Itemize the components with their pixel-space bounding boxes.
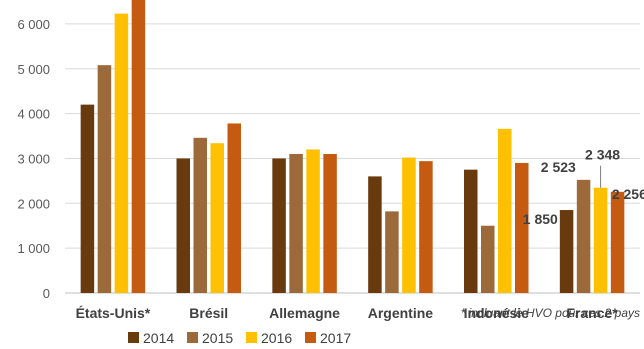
category-label-indonesie: Indonésie: [464, 305, 530, 321]
category-label-etats-unis: États-Unis*: [76, 305, 151, 321]
legend-item-2014: 2014: [128, 330, 174, 346]
bar-argentine-2017: [419, 161, 433, 293]
bar-allemagne-2017: [323, 153, 337, 293]
bar-etats-unis-2015: [97, 65, 112, 293]
bars: [80, 0, 625, 294]
y-tick-label: 5 000: [17, 62, 50, 77]
legend-swatch-2017: [305, 332, 316, 343]
legend-label-2014: 2014: [143, 330, 174, 346]
data-label-france-2014: 1 850: [523, 211, 558, 227]
bar-argentine-2016: [402, 157, 416, 293]
legend-item-2016: 2016: [246, 330, 292, 346]
y-tick-label: 4 000: [17, 107, 50, 122]
legend-item-2015: 2015: [187, 330, 233, 346]
bar-argentine-2014: [368, 176, 382, 293]
data-label-france-2017: 2 256: [612, 186, 644, 202]
bar-indonesie-2014: [464, 169, 478, 293]
category-label-bresil: Brésil: [189, 305, 228, 321]
bar-argentine-2015: [385, 211, 399, 293]
bar-allemagne-2014: [272, 158, 286, 293]
y-tick-label: 3 000: [17, 151, 50, 166]
category-label-argentine: Argentine: [368, 305, 434, 321]
category-label-allemagne: Allemagne: [269, 305, 340, 321]
legend-swatch-2016: [246, 332, 257, 343]
legend: 2014 2015 2016 2017: [128, 330, 351, 346]
data-label-france-2015: 2 523: [541, 159, 576, 175]
bar-indonesie-2017: [515, 162, 529, 293]
bar-etats-unis-2017: [131, 0, 146, 294]
bar-bresil-2014: [176, 158, 190, 293]
bar-etats-unis-2014: [80, 104, 95, 294]
y-axis: 0 1 000 2 000 3 000 4 000 5 000 6 000: [17, 17, 50, 301]
category-label-france: France*: [566, 305, 618, 321]
bar-france-2014: [559, 210, 574, 293]
bar-allemagne-2016: [306, 149, 320, 293]
bar-indonesie-2016: [498, 128, 512, 293]
y-tick-label: 6 000: [17, 17, 50, 32]
legend-label-2017: 2017: [320, 330, 351, 346]
bar-etats-unis-2016: [114, 13, 129, 294]
bar-france-2017: [610, 191, 625, 293]
legend-label-2016: 2016: [261, 330, 292, 346]
bar-bresil-2015: [193, 137, 207, 293]
bar-france-2015: [576, 179, 591, 293]
gridlines: [65, 23, 640, 294]
bar-france-2016: [593, 187, 608, 293]
y-tick-label: 1 000: [17, 241, 50, 256]
bar-bresil-2017: [227, 123, 241, 294]
y-tick-label: 0: [43, 286, 50, 301]
bar-allemagne-2015: [289, 153, 303, 293]
legend-swatch-2014: [128, 332, 139, 343]
legend-item-2017: 2017: [305, 330, 351, 346]
y-tick-label: 2 000: [17, 196, 50, 211]
legend-swatch-2015: [187, 332, 198, 343]
bar-bresil-2016: [210, 143, 224, 293]
x-axis: États-Unis* Brésil Allemagne Argentine Indon…: [76, 305, 619, 321]
data-label-france-2016: 2 348: [585, 147, 620, 163]
legend-label-2015: 2015: [202, 330, 233, 346]
footnote: * incluant le HVO pour ces 2 pays: [461, 306, 640, 320]
bar-indonesie-2015: [481, 225, 495, 293]
data-labels: 1 850 2 523 2 348 2 256: [523, 147, 644, 227]
